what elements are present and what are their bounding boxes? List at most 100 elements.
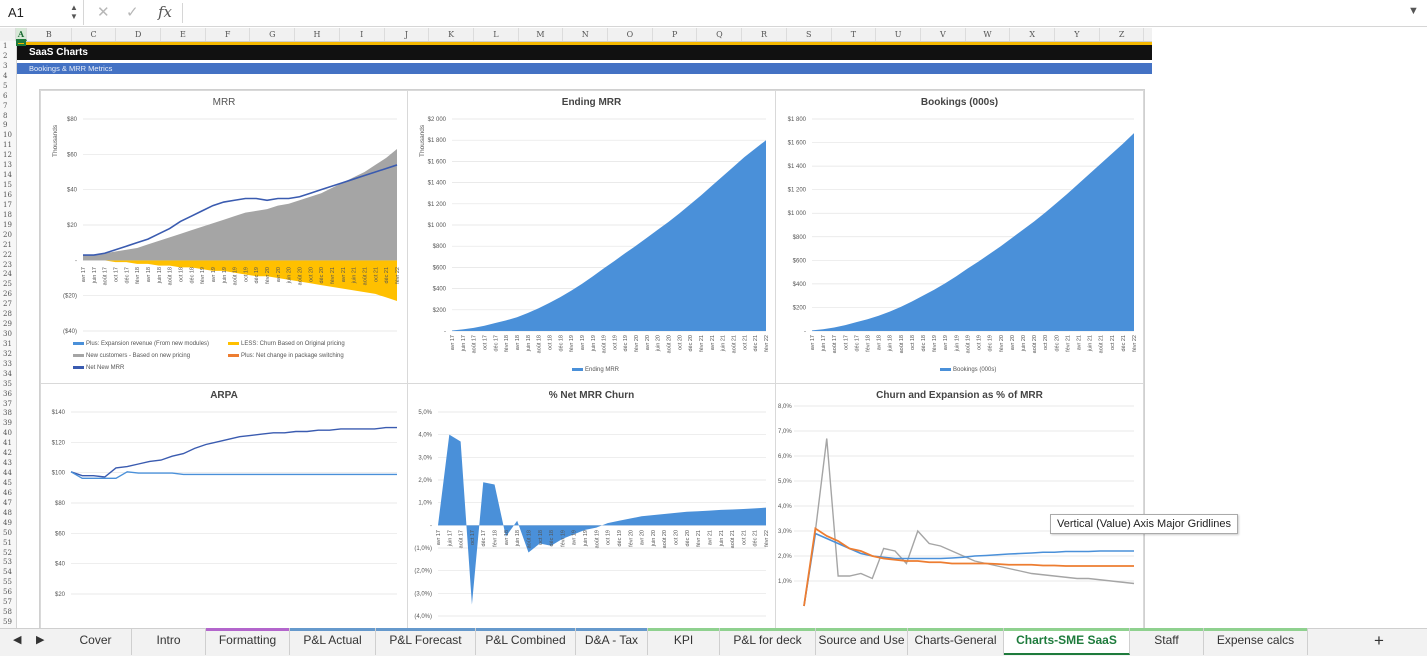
row-header-58[interactable]: 58 [3,608,12,617]
row-header-42[interactable]: 42 [3,449,12,458]
row-header-37[interactable]: 37 [3,399,12,408]
row-header-19[interactable]: 19 [3,220,12,229]
column-header-z[interactable]: Z [1100,28,1145,41]
row-header-5[interactable]: 5 [3,81,8,90]
row-header-36[interactable]: 36 [3,389,12,398]
row-header-31[interactable]: 31 [3,339,12,348]
chart-plot[interactable]: $80 $60 $40 $20 - ($20) ($40) avr 17 juin 17 août… [41,91,408,384]
row-header-25[interactable]: 25 [3,280,12,289]
cancel-icon[interactable]: ✕ [97,4,110,21]
row-header-12[interactable]: 12 [3,151,12,160]
row-header-29[interactable]: 29 [3,320,12,329]
chevron-down-icon[interactable]: ▼ [1408,5,1419,17]
sheet-tab-p-l-for-deck[interactable]: P&L for deck [720,628,816,655]
column-header-f[interactable]: F [206,28,251,41]
column-header-l[interactable]: L [474,28,519,41]
row-header-20[interactable]: 20 [3,230,12,239]
chart-plot[interactable]: 8,0% 7,0% 6,0% 5,0% 4,0% 3,0% 2,0% 1,0% [776,384,1144,629]
row-header-21[interactable]: 21 [3,240,12,249]
row-header-9[interactable]: 9 [3,121,8,130]
row-header-35[interactable]: 35 [3,379,12,388]
sheet-tab-formatting[interactable]: Formatting [206,628,290,655]
sheet-tab-cover[interactable]: Cover [60,628,132,655]
chart-mrr[interactable]: MRR Thousands $80 $60 $40 $20- ($20) ($40) avr… [40,90,408,384]
name-box[interactable]: A1 [0,0,84,25]
row-header-41[interactable]: 41 [3,439,12,448]
row-header-18[interactable]: 18 [3,210,12,219]
row-header-55[interactable]: 55 [3,578,12,587]
column-header-m[interactable]: M [519,28,564,41]
row-header-33[interactable]: 33 [3,359,12,368]
row-header-15[interactable]: 15 [3,181,12,190]
column-header-c[interactable]: C [72,28,117,41]
row-header-27[interactable]: 27 [3,300,12,309]
row-header-17[interactable]: 17 [3,200,12,209]
row-header-22[interactable]: 22 [3,250,12,259]
row-header-2[interactable]: 2 [3,51,8,60]
sheet-tab-p-l-combined[interactable]: P&L Combined [476,628,576,655]
row-header-44[interactable]: 44 [3,469,12,478]
row-header-59[interactable]: 59 [3,618,12,627]
column-header-i[interactable]: I [340,28,385,41]
chart-ending-mrr[interactable]: Ending MRR Thousands $2 000 $1 800 $1 600 $… [407,90,776,384]
sheet-tab-d-a-tax[interactable]: D&A - Tax [576,628,648,655]
add-sheet-button[interactable]: + [1374,631,1384,650]
chart-plot[interactable]: $2 000 $1 800 $1 600 $1 400 $1 200 $1 000 $800… [408,91,776,384]
sheet-tab-staff[interactable]: Staff [1130,628,1204,655]
column-header-r[interactable]: R [742,28,787,41]
row-header-26[interactable]: 26 [3,290,12,299]
row-header-32[interactable]: 32 [3,349,12,358]
column-header-y[interactable]: Y [1055,28,1100,41]
row-header-8[interactable]: 8 [3,111,8,120]
chart-plot[interactable]: 5,0% 4,0% 3,0% 2,0% 1,0% - (1,0%) (2,0%) (3,0%) (… [408,384,776,629]
column-header-h[interactable]: H [295,28,340,41]
row-header-48[interactable]: 48 [3,508,12,517]
row-header-28[interactable]: 28 [3,310,12,319]
column-header-g[interactable]: G [251,28,296,41]
chart-plot[interactable]: $1 800 $1 600 $1 400 $1 200 $1 000 $800 $600 $4… [776,91,1144,384]
column-header-q[interactable]: Q [698,28,743,41]
insert-function-button[interactable]: fx [158,3,173,21]
column-header-e[interactable]: E [161,28,206,41]
row-header-52[interactable]: 52 [3,548,12,557]
row-header-10[interactable]: 10 [3,131,12,140]
column-header-p[interactable]: P [653,28,698,41]
row-header-13[interactable]: 13 [3,161,12,170]
row-header-24[interactable]: 24 [3,270,12,279]
row-header-50[interactable]: 50 [3,528,12,537]
column-header-k[interactable]: K [429,28,474,41]
column-header-d[interactable]: D [116,28,162,41]
row-header-16[interactable]: 16 [3,190,12,199]
column-header-u[interactable]: U [876,28,921,41]
row-header-40[interactable]: 40 [3,429,12,438]
sheet-title[interactable]: SaaS Charts [17,45,1152,60]
enter-icon[interactable]: ✓ [126,4,139,21]
row-header-23[interactable]: 23 [3,260,12,269]
row-header-49[interactable]: 49 [3,518,12,527]
prev-sheet-icon[interactable]: ◀ [13,634,22,646]
row-header-57[interactable]: 57 [3,598,12,607]
row-header-14[interactable]: 14 [3,171,12,180]
row-header-11[interactable]: 11 [3,141,12,150]
row-header-7[interactable]: 7 [3,101,8,110]
chart-bookings[interactable]: Bookings (000s) $1 800 $1 600 $1 400 $1 200… [775,90,1144,384]
sheet-tab-p-l-actual[interactable]: P&L Actual [290,628,376,655]
sheet-tab-source-and-use[interactable]: Source and Use [816,628,908,655]
column-header-j[interactable]: J [385,28,430,41]
row-header-39[interactable]: 39 [3,419,12,428]
column-header-x[interactable]: X [1010,28,1056,41]
sheet-tab-kpi[interactable]: KPI [648,628,720,655]
sheet-tab-expense-calcs[interactable]: Expense calcs [1204,628,1308,655]
row-header-30[interactable]: 30 [3,330,12,339]
row-header-47[interactable]: 47 [3,498,12,507]
column-header-o[interactable]: O [608,28,653,41]
sheet-tab-charts-general[interactable]: Charts-General [908,628,1004,655]
row-header-4[interactable]: 4 [3,71,8,80]
name-box-dropdown-icon[interactable]: ▲ ▼ [70,3,78,21]
row-header-43[interactable]: 43 [3,459,12,468]
sheet-subtitle[interactable]: Bookings & MRR Metrics [17,63,1152,74]
select-all-corner[interactable] [0,28,16,41]
row-header-51[interactable]: 51 [3,538,12,547]
next-sheet-icon[interactable]: ▶ [36,634,45,646]
row-header-3[interactable]: 3 [3,61,8,70]
